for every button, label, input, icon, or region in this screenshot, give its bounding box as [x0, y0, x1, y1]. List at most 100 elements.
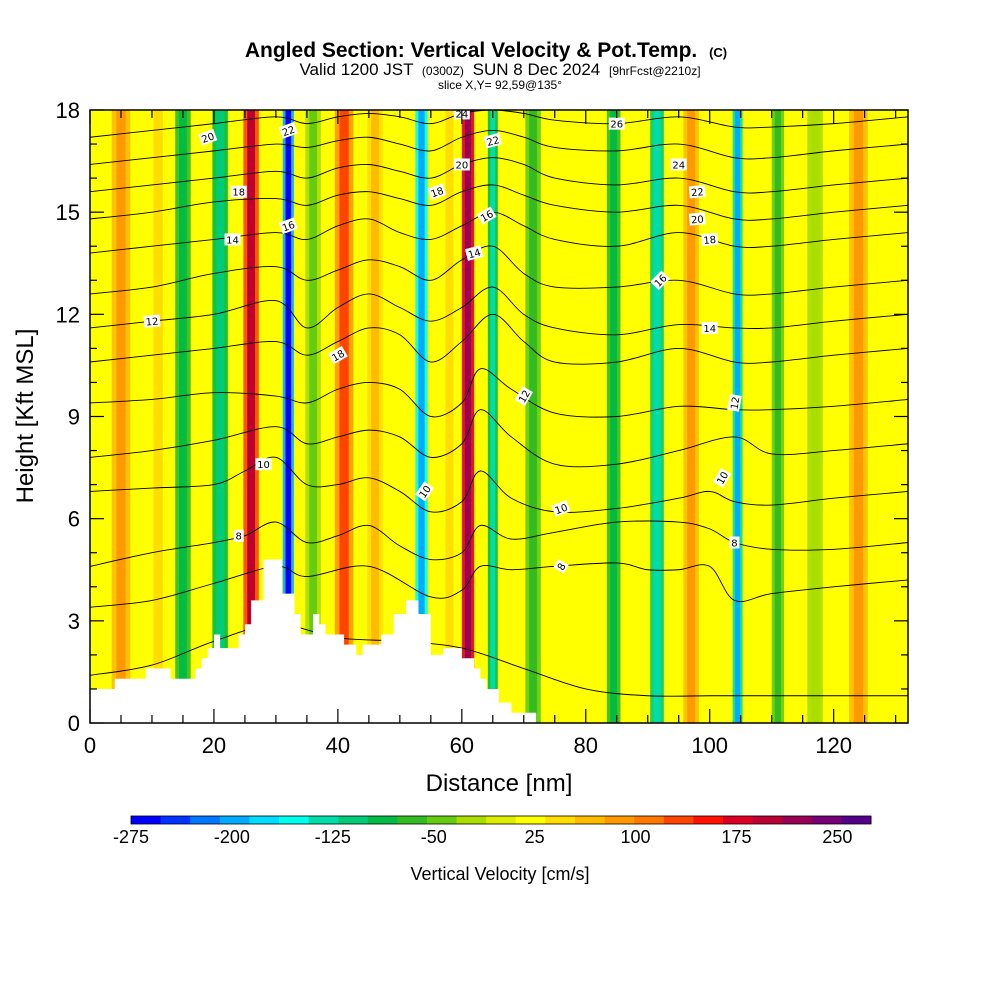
contour-label: 22 [483, 132, 503, 149]
velocity-band-core-20 [811, 110, 819, 723]
velocity-band-core-10 [445, 110, 454, 723]
theta-contour-7 [90, 286, 908, 336]
theta-contour-6 [90, 313, 908, 365]
theta-contour-12 [90, 129, 908, 165]
velocity-band-core-16 [653, 110, 661, 723]
velocity-band-core-7 [339, 110, 349, 723]
chart-subtitle: Valid 1200 JST (0300Z) SUN 8 Dec 2024 [9… [299, 60, 700, 79]
svg-text:20: 20 [200, 131, 216, 146]
contour-label: 14 [224, 233, 241, 246]
x-tick-label: 40 [326, 733, 350, 758]
svg-text:12: 12 [145, 317, 159, 329]
contour-label: 22 [278, 122, 298, 139]
contour-label: 14 [464, 245, 484, 262]
y-tick-label: 6 [68, 507, 80, 532]
colorbar-swatch [190, 816, 221, 824]
theta-contour-2 [90, 520, 908, 567]
svg-text:8: 8 [731, 539, 737, 550]
x-tick-label: 20 [202, 733, 226, 758]
colorbar-tick-label: -50 [421, 827, 447, 847]
colorbar-swatch [575, 816, 606, 824]
velocity-band-core-2 [179, 110, 187, 723]
y-axis: 0 3 6 9 12 15 18 [56, 98, 908, 736]
colorbar-tick-label: 250 [822, 827, 852, 847]
colorbar-swatch [279, 816, 310, 824]
x-tick-label: 120 [815, 733, 852, 758]
contour-label: 14 [701, 321, 718, 335]
velocity-band-core-13 [529, 110, 537, 723]
velocity-band-core-3 [216, 110, 225, 723]
vertical-velocity-field [111, 110, 868, 723]
y-tick-label: 12 [56, 302, 80, 327]
contour-label: 20 [688, 212, 706, 227]
svg-text:10: 10 [554, 503, 570, 518]
contour-label: 8 [729, 536, 740, 550]
svg-text:20: 20 [691, 214, 705, 226]
colorbar [130, 815, 872, 825]
velocity-band-core-18 [735, 110, 741, 723]
contour-label: 12 [143, 314, 161, 329]
terrain [90, 559, 537, 723]
colorbar-swatch [456, 816, 487, 824]
colorbar-swatch [160, 816, 191, 824]
colorbar-swatch [723, 816, 754, 824]
velocity-band-core-9 [418, 110, 425, 723]
svg-text:20: 20 [455, 160, 468, 171]
colorbar-ticks: -275 -200 -125 -50 25 100 175 250 [113, 827, 852, 847]
colorbar-tick-label: -125 [315, 827, 351, 847]
svg-text:18: 18 [232, 188, 245, 199]
theta-contour-4 [90, 409, 908, 468]
colorbar-swatch [663, 816, 694, 824]
velocity-band-core-19 [774, 110, 781, 723]
colorbar-swatch [249, 816, 280, 824]
svg-text:14: 14 [703, 324, 716, 335]
colorbar-swatch [841, 816, 872, 824]
x-tick-label: 80 [574, 733, 598, 758]
contour-label: 16 [278, 217, 298, 235]
theta-contour-9 [90, 211, 908, 254]
y-tick-label: 3 [68, 609, 80, 634]
velocity-band-core-1 [153, 110, 163, 723]
colorbar-swatch [308, 816, 339, 824]
theta-contour-8 [90, 245, 908, 296]
contour-label: 24 [670, 158, 687, 171]
x-axis: 0 20 40 60 80 100 120 [84, 110, 897, 758]
colorbar-tick-label: -200 [214, 827, 250, 847]
colorbar-swatch [811, 816, 842, 824]
svg-text:22: 22 [691, 187, 705, 199]
contour-label: 8 [553, 559, 569, 574]
colorbar-swatch [752, 816, 783, 824]
y-tick-label: 0 [68, 711, 80, 736]
svg-text:18: 18 [703, 235, 717, 247]
colorbar-swatch [367, 816, 398, 824]
svg-text:22: 22 [281, 124, 297, 139]
velocity-band-core-6 [309, 110, 317, 723]
x-tick-label: 0 [84, 733, 96, 758]
x-tick-label: 100 [691, 733, 728, 758]
colorbar-swatch [634, 816, 665, 824]
contour-label: 10 [551, 500, 571, 518]
colorbar-tick-label: 25 [525, 827, 545, 847]
colorbar-swatch [515, 816, 546, 824]
contour-label: 8 [233, 529, 244, 543]
colorbar-tick-label: -275 [113, 827, 149, 847]
contour-label: 26 [608, 117, 625, 131]
velocity-band-core-0 [116, 110, 126, 723]
svg-text:12: 12 [729, 396, 742, 410]
svg-text:22: 22 [486, 135, 501, 149]
theta-contour-3 [90, 456, 908, 513]
velocity-band-core-17 [687, 110, 695, 723]
contour-label: 10 [255, 458, 272, 471]
svg-text:14: 14 [467, 248, 482, 262]
svg-text:8: 8 [556, 562, 569, 573]
contour-label: 20 [198, 128, 218, 146]
theta-contour-10 [90, 184, 908, 221]
velocity-band-core-21 [853, 110, 864, 723]
svg-text:24: 24 [672, 160, 685, 171]
title-mark: (C) [709, 45, 727, 60]
colorbar-swatch [486, 816, 517, 824]
svg-text:16: 16 [281, 220, 297, 235]
colorbar-swatch [604, 816, 635, 824]
contour-label: 18 [701, 232, 719, 247]
